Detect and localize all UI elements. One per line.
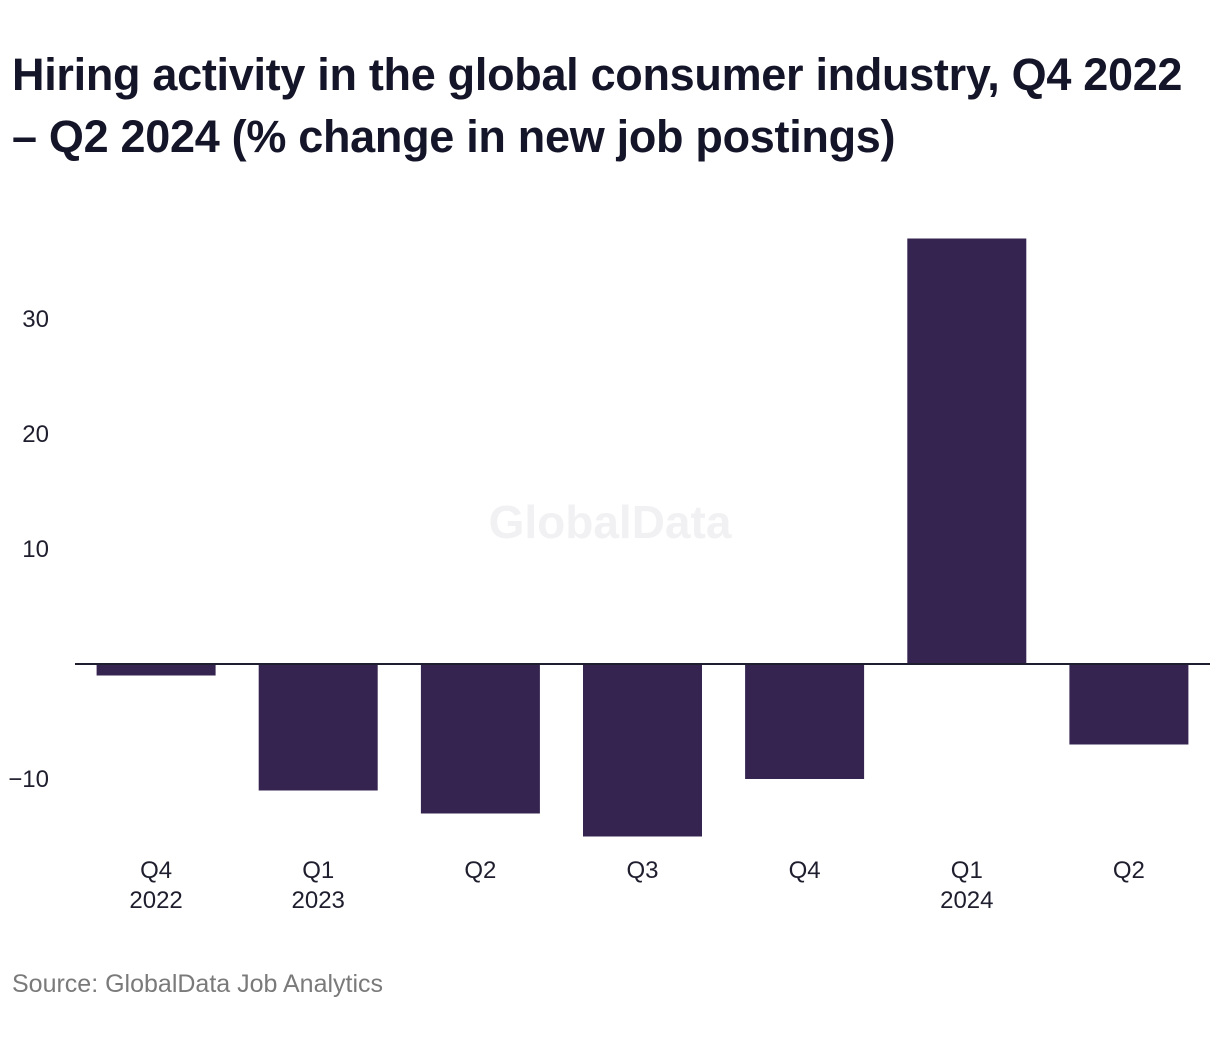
x-axis-labels: Q4 2022 Q1 2023 Q2 Q3 Q4 Q1 2024 Q2 [129, 857, 1145, 914]
y-tick-label: 20 [22, 421, 49, 448]
y-tick-label: −10 [8, 766, 49, 793]
x-tick-label-quarter: Q2 [464, 857, 496, 884]
y-tick-label: 10 [22, 536, 49, 563]
bar-6 [1069, 664, 1189, 745]
source-note: Source: GlobalData Job Analytics [12, 970, 384, 998]
x-tick-label-quarter: Q1 [951, 857, 983, 884]
x-tick-label-year: 2023 [292, 887, 345, 914]
bar-2 [420, 664, 540, 814]
bar-5 [907, 238, 1027, 664]
bars-group [96, 238, 1189, 837]
bar-3 [583, 664, 702, 837]
x-tick-label-quarter: Q4 [140, 857, 172, 884]
bar-1 [258, 664, 378, 791]
y-axis-ticks: 30 20 10 −10 [8, 306, 49, 793]
x-tick-label-year: 2024 [940, 887, 993, 914]
bar-0 [96, 664, 216, 676]
x-tick-label-year: 2022 [129, 887, 182, 914]
bar-4 [745, 664, 865, 779]
chart-title: Hiring activity in the global consumer i… [12, 49, 1183, 162]
watermark: GlobalData [489, 496, 732, 548]
x-tick-label-quarter: Q4 [789, 857, 821, 884]
x-tick-label-quarter: Q2 [1113, 857, 1145, 884]
y-tick-label: 30 [22, 306, 49, 333]
x-tick-label-quarter: Q1 [302, 857, 334, 884]
x-tick-label-quarter: Q3 [626, 857, 658, 884]
